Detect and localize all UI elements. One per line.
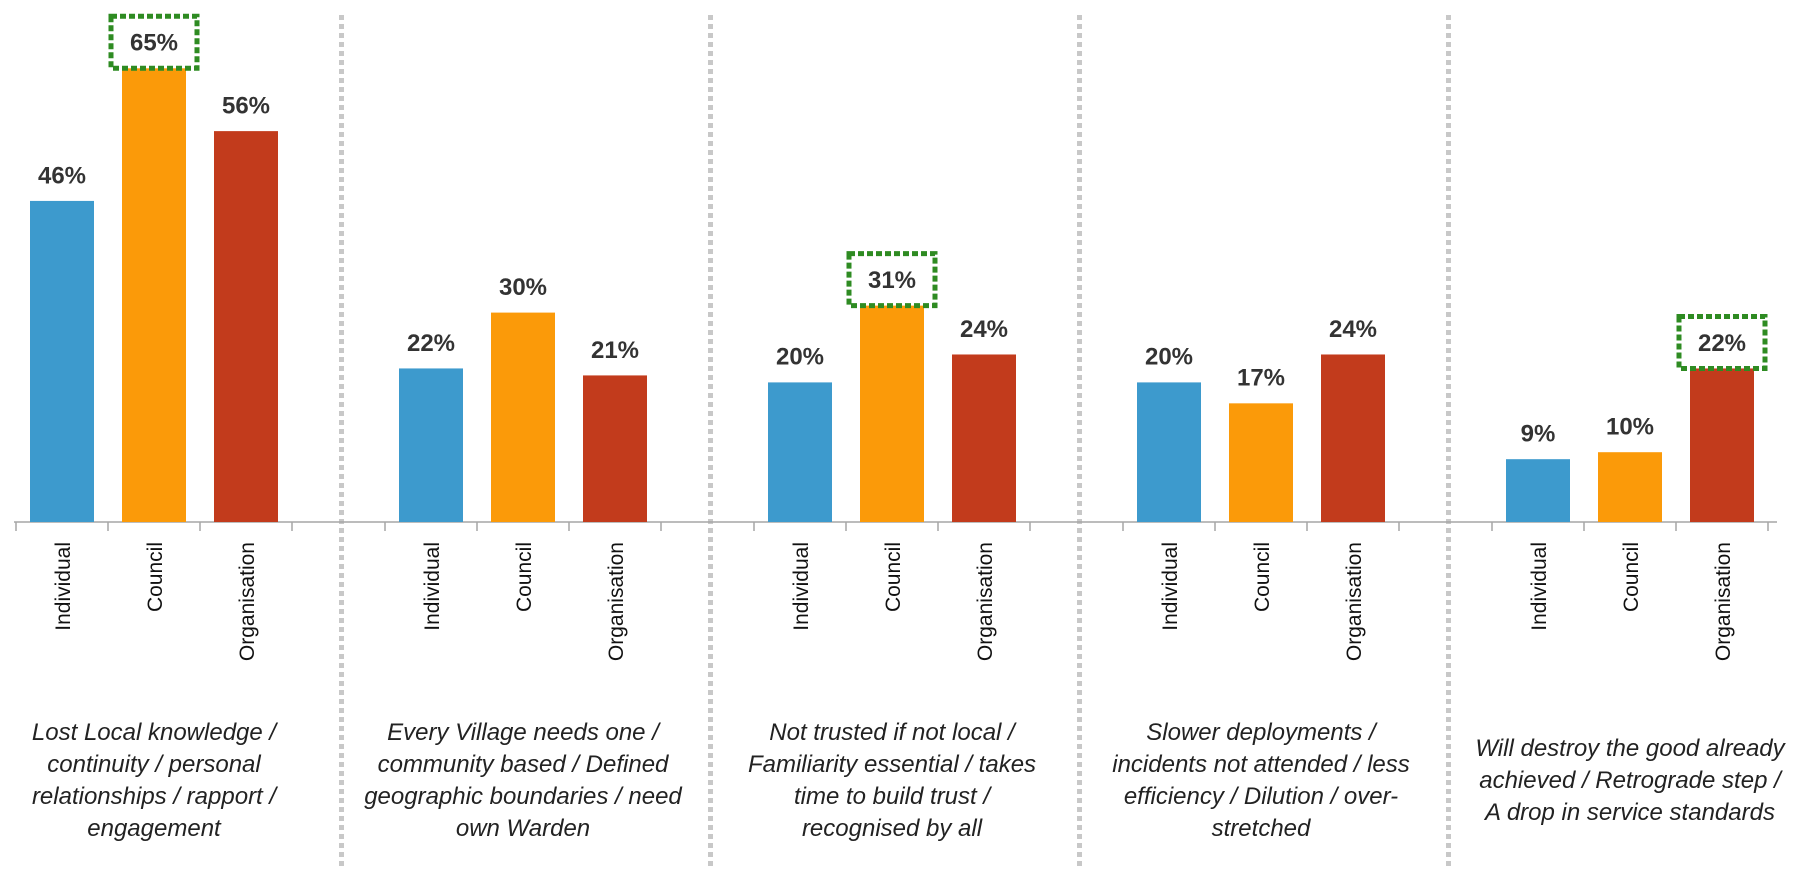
- series-label: Organisation: [605, 542, 628, 661]
- series-label: Organisation: [236, 542, 259, 661]
- value-label: 17%: [1237, 365, 1285, 392]
- series-label: Individual: [52, 542, 75, 631]
- category-label: Slower deployments / incidents not atten…: [1112, 719, 1410, 842]
- category-label: Will destroy the good already achieved /…: [1475, 735, 1785, 826]
- bar: [583, 375, 647, 522]
- value-label: 56%: [222, 92, 270, 119]
- series-label: Council: [882, 542, 905, 612]
- value-label: 65%: [130, 30, 178, 57]
- bar: [1137, 382, 1201, 522]
- series-label: Organisation: [974, 542, 997, 661]
- bar: [122, 68, 186, 523]
- bar: [1321, 354, 1385, 522]
- value-label: 10%: [1606, 414, 1654, 441]
- series-label: Individual: [1159, 542, 1182, 631]
- series-label: Council: [513, 542, 536, 612]
- series-label: Individual: [1528, 542, 1551, 631]
- value-label: 24%: [960, 316, 1008, 343]
- bar: [399, 368, 463, 522]
- bar: [768, 382, 832, 522]
- highlight-box: [108, 13, 200, 71]
- value-label: 31%: [868, 267, 916, 294]
- bar: [952, 354, 1016, 522]
- value-label: 24%: [1329, 316, 1377, 343]
- bar: [491, 312, 555, 522]
- bar: [1690, 368, 1754, 522]
- value-label: 21%: [591, 337, 639, 364]
- value-label: 20%: [776, 344, 824, 371]
- value-label: 22%: [407, 330, 455, 357]
- bar: [1598, 452, 1662, 522]
- highlight-box: [1676, 313, 1768, 371]
- highlight-box: [846, 251, 938, 309]
- series-label: Individual: [421, 542, 444, 631]
- series-label: Council: [1251, 542, 1274, 612]
- category-label: Not trusted if not local / Familiarity e…: [747, 719, 1037, 842]
- value-label: 46%: [38, 162, 86, 189]
- bar: [214, 131, 278, 522]
- series-label: Individual: [790, 542, 813, 631]
- value-label: 20%: [1145, 344, 1193, 371]
- bar: [30, 200, 94, 523]
- category-label: Lost Local knowledge / continuity / pers…: [31, 719, 277, 842]
- value-label: 22%: [1698, 330, 1746, 357]
- bar: [860, 305, 924, 522]
- series-label: Organisation: [1712, 542, 1735, 661]
- value-label: 9%: [1521, 421, 1556, 448]
- series-label: Council: [144, 542, 167, 612]
- bar: [1506, 459, 1570, 522]
- value-label: 30%: [499, 274, 547, 301]
- series-label: Council: [1620, 542, 1643, 612]
- category-label: Every Village needs one / community base…: [364, 719, 682, 842]
- series-label: Organisation: [1343, 542, 1366, 661]
- bar: [1229, 403, 1293, 522]
